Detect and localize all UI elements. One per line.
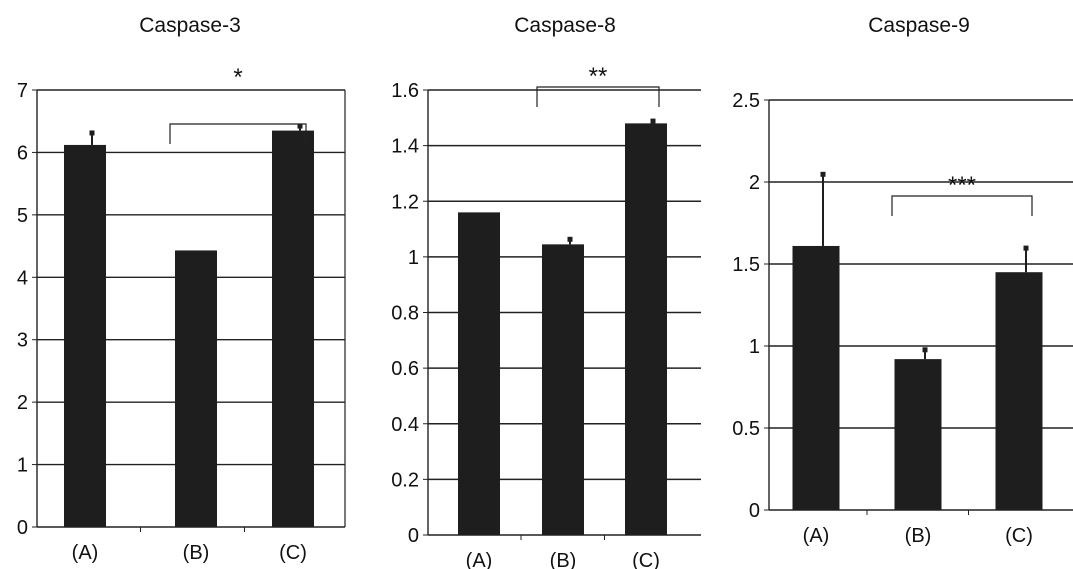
y-tick-label: 7 [17, 80, 28, 102]
significance-label: * [233, 64, 242, 91]
x-tick-label: (B) [905, 525, 932, 547]
y-tick-label: 1.4 [391, 136, 419, 158]
x-tick-label: (B) [550, 550, 577, 569]
y-tick-label: 0.5 [732, 418, 760, 440]
bar [792, 245, 840, 510]
y-tick-label: 0.4 [391, 414, 419, 436]
chart-panel-2: Caspase-8 0 0.2 0.4 0.6 0.8 1 1.2 1.4 1.6 (A) (B) (C… [391, 14, 701, 569]
y-tick-label: 0 [17, 517, 28, 539]
bar [625, 123, 667, 535]
y-tick-label: 0.8 [391, 303, 419, 325]
y-tick-label: 0 [408, 525, 419, 547]
y-tick-label: 6 [17, 142, 28, 164]
y-tick-label: 1.6 [391, 80, 419, 102]
bar [894, 359, 942, 510]
x-tick-label: (C) [1005, 525, 1033, 547]
y-tick-label: 1.2 [391, 191, 419, 213]
bar [272, 130, 314, 528]
chart-title: Caspase-9 [868, 14, 970, 37]
y-tick-label: 3 [17, 330, 28, 352]
error-bar-cap [820, 171, 826, 177]
y-tick-label: 1 [17, 455, 28, 477]
bar [542, 244, 584, 535]
significance-label: *** [948, 172, 976, 199]
x-tick-label: (A) [466, 550, 493, 569]
x-tick-label: (C) [279, 542, 307, 564]
significance-label: ** [589, 63, 608, 90]
error-bar-cap [89, 130, 95, 136]
significance-bracket [169, 123, 307, 144]
bar [64, 144, 106, 528]
y-tick-label: 0.6 [391, 358, 419, 380]
chart-title: Caspase-8 [514, 14, 616, 37]
error-bar-cap [922, 347, 928, 353]
significance-bracket [891, 195, 1033, 216]
error-bar-cap [297, 123, 303, 129]
y-tick-label: 0.2 [391, 469, 419, 491]
chart-panel-3: Caspase-9 0 0.5 1 1.5 2 2.5 (A) (B) (C) *** [732, 14, 1073, 547]
significance-bracket [536, 86, 660, 107]
y-tick-label: 4 [17, 267, 28, 289]
x-tick-label: (A) [72, 542, 99, 564]
x-tick-label: (C) [632, 550, 660, 569]
y-tick-label: 1.5 [732, 254, 760, 276]
y-tick-label: 1 [749, 336, 760, 358]
error-bar-cap [1023, 245, 1029, 251]
chart-panel-1: Caspase-3 0 1 2 3 4 5 6 7 (A) (B) (C) * [17, 14, 346, 564]
y-tick-label: 0 [749, 500, 760, 522]
chart-title: Caspase-3 [139, 14, 241, 37]
bar [175, 250, 217, 528]
y-tick-label: 2.5 [732, 90, 760, 112]
error-bar-cap [650, 118, 656, 124]
y-tick-label: 2 [749, 172, 760, 194]
error-bar-cap [567, 236, 573, 242]
bar [458, 212, 500, 535]
x-tick-label: (B) [183, 542, 210, 564]
x-tick-label: (A) [803, 525, 830, 547]
bar [995, 272, 1043, 510]
y-tick-label: 1 [408, 247, 419, 269]
y-tick-label: 2 [17, 392, 28, 414]
y-tick-label: 5 [17, 205, 28, 227]
